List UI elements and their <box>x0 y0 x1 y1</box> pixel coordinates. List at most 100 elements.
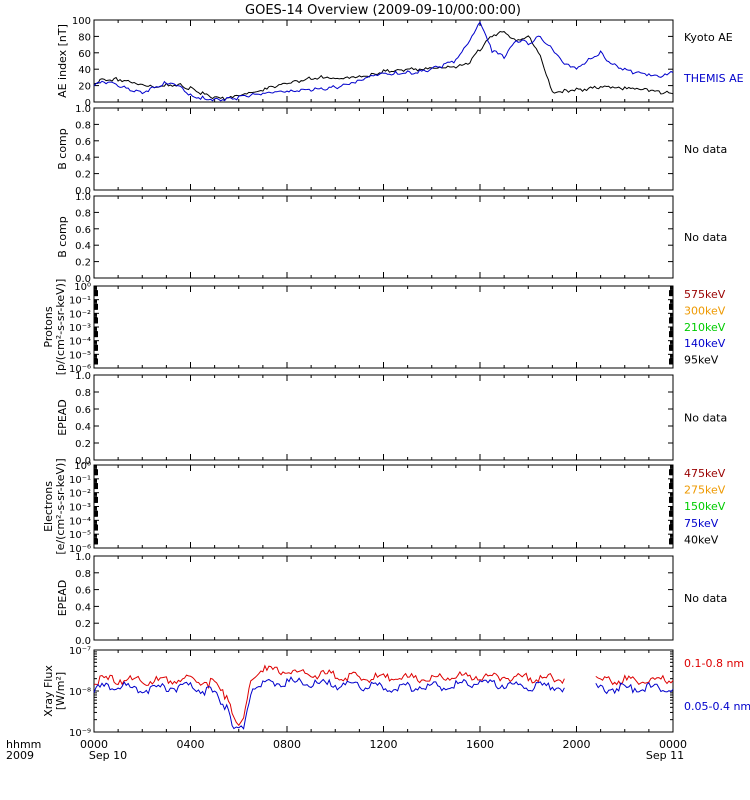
time-axis: hhmm 2009 0000 0400 0800 1200 1600 2000 0000Se… <box>6 738 687 762</box>
y-minor-tick-mark <box>669 496 673 503</box>
y-tick-label: 0.2 <box>75 619 91 630</box>
y-tick-label: 0.0 <box>75 274 91 285</box>
y-tick-label: 60 <box>78 49 91 60</box>
no-data-label: No data <box>684 143 727 156</box>
y-tick-label: 0.8 <box>75 569 91 580</box>
y-minor-tick-mark <box>94 344 98 351</box>
y-minor-tick-mark <box>94 303 98 310</box>
panel-6: 10⁻⁶ 10⁻⁵ 10⁻⁴ 10⁻³ 10⁻² 10⁻¹ 10⁰ Electrons [e/(… <box>42 458 726 555</box>
series-legend-label: 0.1-0.8 nm <box>684 657 744 670</box>
y-tick-label: 0.4 <box>75 153 91 164</box>
legend-entry: 140keV <box>684 337 726 350</box>
y-axis-label-units: [e/(cm²-s-sr-keV)] <box>54 458 67 554</box>
legend-entry: 300keV <box>684 304 726 317</box>
y-minor-tick-mark <box>669 317 673 324</box>
y-tick-label: 0.6 <box>75 137 91 148</box>
legend-entry: 75keV <box>684 517 719 530</box>
series-line <box>93 21 674 102</box>
series-legend-label: Kyoto AE <box>684 31 733 44</box>
series-line <box>595 682 674 695</box>
y-tick-label: 40 <box>78 65 91 76</box>
legend-entry: 275keV <box>684 484 726 497</box>
y-tick-label: 0.8 <box>75 120 91 131</box>
y-tick-label: 10⁻⁴ <box>69 516 91 527</box>
time-tick-label: 1600 <box>466 738 494 751</box>
time-tick-label: 0800 <box>273 738 301 751</box>
y-tick-label: 10⁰ <box>74 461 91 472</box>
y-tick-label: 10⁻⁵ <box>69 530 91 541</box>
y-minor-tick-mark <box>669 331 673 338</box>
y-tick-label: 0.4 <box>75 422 91 433</box>
panel-frame <box>93 649 674 733</box>
y-axis-label-units: [W/m²] <box>54 672 67 710</box>
y-tick-label: 10⁻¹ <box>69 475 91 486</box>
y-minor-tick-mark <box>94 538 98 545</box>
series-line <box>93 676 565 730</box>
y-minor-tick-mark <box>669 358 673 365</box>
y-tick-label: 10⁻¹ <box>69 296 91 307</box>
y-minor-tick-mark <box>669 344 673 351</box>
time-tick-label: 2000 <box>563 738 591 751</box>
y-tick-label: 0.0 <box>75 186 91 197</box>
y-minor-tick-mark <box>669 483 673 490</box>
y-axis-label-units: [p/(cm²-s-sr-keV)] <box>54 279 67 376</box>
y-tick-label: 10⁻³ <box>69 503 91 514</box>
legend-entry: 575keV <box>684 288 726 301</box>
y-tick-label: 10⁻⁶ <box>69 364 91 375</box>
y-tick-label: 10⁻⁶ <box>69 544 91 555</box>
panel-4: 10⁻⁶ 10⁻⁵ 10⁻⁴ 10⁻³ 10⁻² 10⁻¹ 10⁰ Protons [p/(cm… <box>42 279 726 376</box>
y-minor-tick-mark <box>669 303 673 310</box>
y-axis-label: EPEAD <box>56 580 69 617</box>
panel-5: 0.0 0.2 0.4 0.6 0.8 1.0 EPEAD No data <box>56 371 727 467</box>
no-data-label: No data <box>684 592 727 605</box>
chart-title: GOES-14 Overview (2009-09-10/00:00:00) <box>245 3 521 18</box>
y-tick-label: 0.6 <box>75 405 91 416</box>
legend-entry: 210keV <box>684 321 726 334</box>
y-tick-label: 1.0 <box>75 104 91 115</box>
time-tick-label: 0000 <box>659 738 687 751</box>
y-tick-label: 1.0 <box>75 192 91 203</box>
y-tick-label: 0.8 <box>75 388 91 399</box>
y-tick-label: 10⁻⁹ <box>69 728 91 739</box>
series-legend-label: THEMIS AE <box>683 72 744 85</box>
y-minor-tick-mark <box>669 524 673 531</box>
y-axis-label: B comp <box>56 216 69 258</box>
y-tick-label: 20 <box>78 82 91 93</box>
y-tick-label: 10⁻³ <box>69 323 91 334</box>
legend-entry: 150keV <box>684 500 726 513</box>
y-tick-label: 0.0 <box>75 456 91 467</box>
legend-entry: 475keV <box>684 467 726 480</box>
y-tick-label: 10⁻⁸ <box>69 687 91 698</box>
y-tick-label: 0.6 <box>75 225 91 236</box>
y-minor-tick-mark <box>94 331 98 338</box>
y-minor-tick-mark <box>94 496 98 503</box>
date-label-start: Sep 10 <box>89 749 127 762</box>
time-tick-label: 0000 <box>80 738 108 751</box>
y-minor-tick-mark <box>94 483 98 490</box>
legend-entry: 95keV <box>684 354 719 367</box>
y-tick-label: 10⁻⁵ <box>69 350 91 361</box>
panel-frame <box>93 285 674 369</box>
y-minor-tick-mark <box>94 510 98 517</box>
y-tick-label: 0.4 <box>75 241 91 252</box>
y-tick-label: 0.2 <box>75 439 91 450</box>
series-line <box>93 664 565 727</box>
y-tick-label: 0 <box>85 98 91 109</box>
y-axis-label: Protons <box>42 306 55 347</box>
y-minor-tick-mark <box>94 358 98 365</box>
y-minor-tick-mark <box>669 538 673 545</box>
y-tick-label: 0.6 <box>75 586 91 597</box>
panel-2: 0.0 0.2 0.4 0.6 0.8 1.0 B comp No data <box>56 104 727 197</box>
y-tick-label: 10⁰ <box>74 282 91 293</box>
y-minor-tick-mark <box>94 469 98 476</box>
y-tick-label: 100 <box>72 16 91 27</box>
y-tick-label: 80 <box>78 32 91 43</box>
y-tick-label: 1.0 <box>75 552 91 563</box>
panel-frame <box>93 464 674 549</box>
panel-frame <box>93 374 674 461</box>
panel-7: 0.0 0.2 0.4 0.6 0.8 1.0 EPEAD No data <box>56 552 727 647</box>
panel-frame <box>93 555 674 641</box>
date-label-end: Sep 11 <box>646 749 684 762</box>
